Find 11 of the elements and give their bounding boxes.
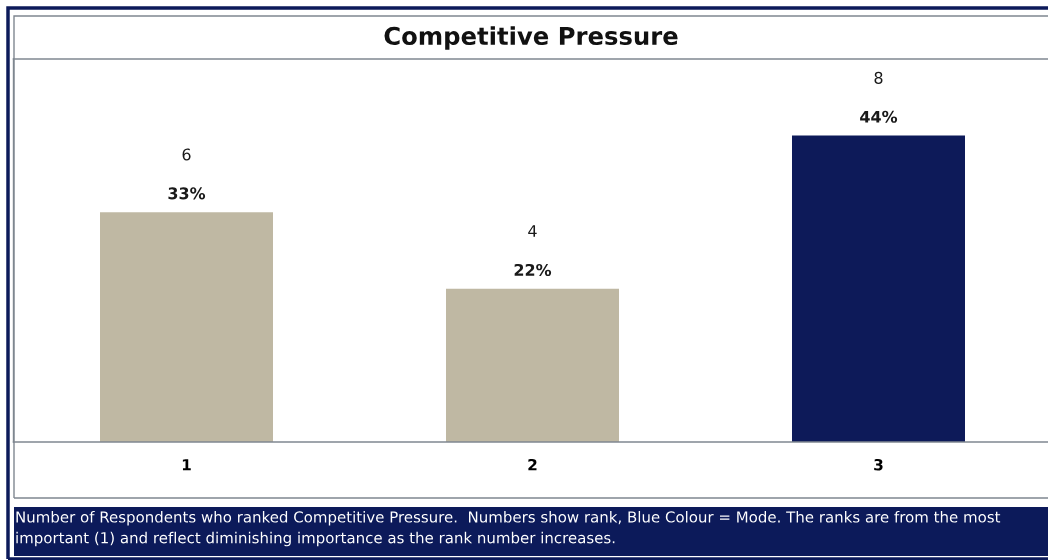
data-label: 33% [168, 187, 206, 200]
data-label: 44% [860, 110, 898, 123]
x-tick-label: 3 [874, 458, 883, 471]
x-tick-label: 2 [528, 458, 537, 471]
data-label: 22% [514, 263, 552, 276]
annotation: 6 [182, 148, 191, 161]
annotation: 4 [528, 225, 537, 237]
x-tick-label: 1 [182, 459, 191, 471]
text: 8 [874, 71, 883, 84]
chart-title: Competitive Pressure [384, 26, 678, 50]
text: Number of Respondents who ranked Competitive Pressure. Numbers show rank, Blue Colour = Mode. The ranks are from the most important (1) and reflect diminishing importance as the rank number increases. [16, 511, 1001, 547]
